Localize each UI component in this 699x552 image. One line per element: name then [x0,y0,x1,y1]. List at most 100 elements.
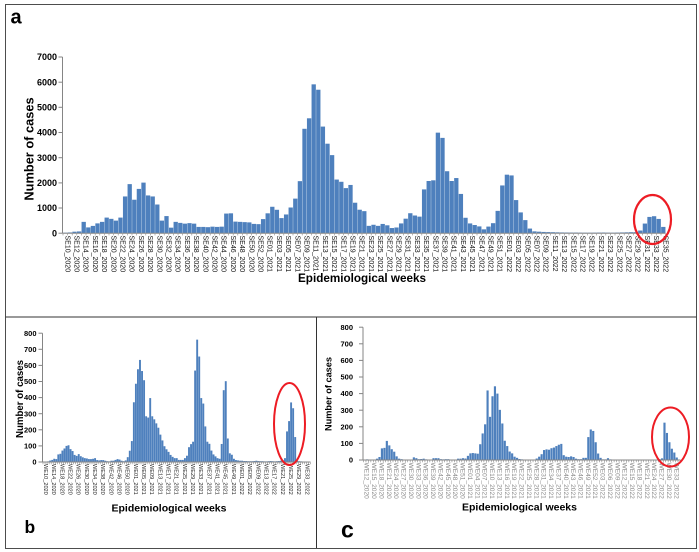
svg-text:300: 300 [24,409,37,418]
svg-text:SE31_2021: SE31_2021 [404,236,411,273]
svg-text:WE30_2020: WE30_2020 [407,463,414,500]
svg-text:SE36_2020: SE36_2020 [183,236,190,273]
svg-text:SE30_2020: SE30_2020 [155,236,162,273]
svg-text:SE13_2022: SE13_2022 [560,236,567,273]
svg-text:WE03_2022: WE03_2022 [599,463,606,500]
svg-text:400: 400 [340,389,353,398]
svg-text:SE44_2020: SE44_2020 [220,236,227,273]
svg-text:SE19_2021: SE19_2021 [349,236,356,273]
svg-text:SE16_2020: SE16_2020 [91,236,98,273]
svg-text:WE49_2021: WE49_2021 [230,464,236,495]
svg-text:SE24_2020: SE24_2020 [128,236,135,273]
svg-text:WE29_2021: WE29_2021 [189,464,195,495]
svg-text:WE21_2022: WE21_2022 [279,464,285,495]
svg-text:SE10_2020: SE10_2020 [63,236,70,273]
svg-text:WE48_2020: WE48_2020 [451,463,458,500]
svg-text:WE24_2020: WE24_2020 [392,463,399,500]
svg-text:SE51_2021: SE51_2021 [496,236,503,273]
svg-text:SE17_2021: SE17_2021 [339,236,346,273]
svg-text:6000: 6000 [37,77,57,87]
svg-text:WE34_2021: WE34_2021 [547,463,554,500]
svg-text:WE17_2021: WE17_2021 [165,464,171,495]
svg-text:WE38_2020: WE38_2020 [99,464,105,495]
svg-text:WE25_2022: WE25_2022 [287,464,293,495]
svg-text:SE27_2021: SE27_2021 [385,236,392,273]
svg-text:700: 700 [24,345,37,354]
svg-text:WE09_2022: WE09_2022 [613,463,620,500]
svg-text:SE01_2021: SE01_2021 [266,236,273,273]
svg-text:300: 300 [340,406,353,415]
svg-text:WE17_2022: WE17_2022 [271,464,277,495]
svg-text:WE10_2020: WE10_2020 [42,464,48,495]
svg-text:SE07_2022: SE07_2022 [533,236,540,273]
svg-text:WE25_2021: WE25_2021 [181,464,187,495]
svg-text:WE25_2021: WE25_2021 [525,463,532,500]
svg-text:SE05_2022: SE05_2022 [523,236,530,273]
svg-text:c: c [341,517,354,543]
svg-text:WE07_2021: WE07_2021 [481,463,488,500]
svg-text:WE13_2021: WE13_2021 [156,464,162,495]
svg-text:SE34_2020: SE34_2020 [174,236,181,273]
svg-text:a: a [11,7,23,29]
svg-text:SE23_2022: SE23_2022 [606,236,613,273]
svg-text:WE29_2022: WE29_2022 [295,464,301,495]
svg-text:WE39_2020: WE39_2020 [429,463,436,500]
svg-text:SE13_2021: SE13_2021 [321,236,328,273]
svg-text:WE10_2021: WE10_2021 [488,463,495,500]
svg-text:SE46_2020: SE46_2020 [229,236,236,273]
svg-text:SE52_2020: SE52_2020 [257,236,264,273]
svg-text:WE14_2020: WE14_2020 [50,464,56,495]
svg-text:WE18_2020: WE18_2020 [58,464,64,495]
svg-text:WE52_2021: WE52_2021 [591,463,598,500]
svg-text:WE05_2021: WE05_2021 [140,464,146,495]
svg-text:SE15_2021: SE15_2021 [330,236,337,273]
svg-text:SE37_2021: SE37_2021 [431,236,438,273]
svg-text:SE25_2022: SE25_2022 [615,236,622,273]
svg-text:WE31_2021: WE31_2021 [540,463,547,500]
svg-text:SE33_2021: SE33_2021 [413,236,420,273]
svg-text:SE38_2020: SE38_2020 [192,236,199,273]
svg-text:WE19_2021: WE19_2021 [510,463,517,500]
svg-text:WE06_2022: WE06_2022 [606,463,613,500]
svg-text:WE13_2022: WE13_2022 [263,464,269,495]
svg-text:WE01_2021: WE01_2021 [466,463,473,500]
svg-text:800: 800 [340,323,353,332]
svg-text:700: 700 [340,339,353,348]
svg-text:SE17_2022: SE17_2022 [579,236,586,273]
svg-text:WE40_2021: WE40_2021 [562,463,569,500]
svg-text:SE19_2022: SE19_2022 [588,236,595,273]
svg-text:SE29_2021: SE29_2021 [395,236,402,273]
svg-text:WE22_2020: WE22_2020 [67,464,73,495]
svg-text:WE05_2022: WE05_2022 [246,464,252,495]
svg-text:SE21_2022: SE21_2022 [597,236,604,273]
svg-text:WE16_2021: WE16_2021 [503,463,510,500]
svg-text:SE45_2021: SE45_2021 [468,236,475,273]
svg-text:WE33_2022: WE33_2022 [672,463,679,500]
svg-text:WE37_2021: WE37_2021 [554,463,561,500]
svg-text:WE45_2020: WE45_2020 [444,463,451,500]
svg-text:SE22_2020: SE22_2020 [119,236,126,273]
svg-text:2000: 2000 [37,178,57,188]
svg-text:WE27_2022: WE27_2022 [658,463,665,500]
svg-text:WE21_2021: WE21_2021 [173,464,179,495]
svg-text:500: 500 [24,377,37,386]
svg-text:WE13_2021: WE13_2021 [495,463,502,500]
svg-text:SE31_2022: SE31_2022 [643,236,650,273]
svg-text:WE18_2020: WE18_2020 [377,463,384,500]
svg-text:SE41_2021: SE41_2021 [450,236,457,273]
svg-text:WE51_2020: WE51_2020 [459,463,466,500]
svg-text:SE39_2021: SE39_2021 [441,236,448,273]
svg-text:0: 0 [32,458,36,467]
svg-text:SE18_2020: SE18_2020 [100,236,107,273]
svg-text:WE42_2020: WE42_2020 [436,463,443,500]
svg-text:WE12_2022: WE12_2022 [621,463,628,500]
svg-text:SE09_2022: SE09_2022 [542,236,549,273]
svg-text:SE01_2022: SE01_2022 [505,236,512,273]
svg-text:SE11_2021: SE11_2021 [312,236,319,272]
svg-text:SE03_2022: SE03_2022 [514,236,521,273]
svg-text:5000: 5000 [37,103,57,113]
svg-text:SE20_2020: SE20_2020 [109,236,116,273]
svg-text:Epidemiological weeks: Epidemiological weeks [112,503,227,515]
svg-text:WE24_2022: WE24_2022 [650,463,657,500]
svg-text:100: 100 [340,439,353,448]
